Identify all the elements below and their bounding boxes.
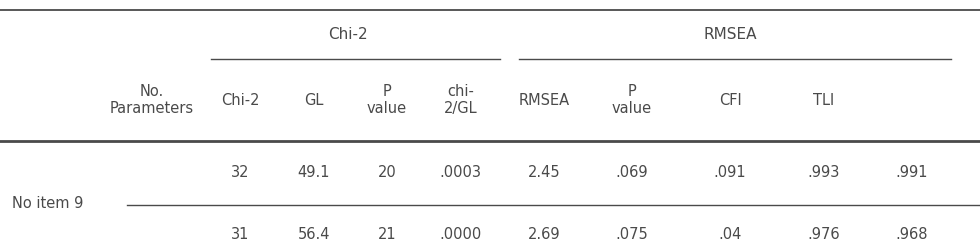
Text: .069: .069 [615, 165, 649, 180]
Text: .04: .04 [718, 227, 742, 242]
Text: .968: .968 [895, 227, 928, 242]
Text: P
value: P value [612, 84, 652, 116]
Text: 20: 20 [377, 165, 397, 180]
Text: .0000: .0000 [439, 227, 482, 242]
Text: RMSEA: RMSEA [704, 27, 757, 42]
Text: .091: .091 [713, 165, 747, 180]
Text: TLI: TLI [812, 93, 834, 107]
Text: GL: GL [304, 93, 323, 107]
Text: CFI: CFI [718, 93, 742, 107]
Text: 21: 21 [377, 227, 397, 242]
Text: No.
Parameters: No. Parameters [110, 84, 194, 116]
Text: .0003: .0003 [440, 165, 481, 180]
Text: 32: 32 [231, 165, 249, 180]
Text: 2.45: 2.45 [527, 165, 561, 180]
Text: 49.1: 49.1 [297, 165, 330, 180]
Text: 31: 31 [231, 227, 249, 242]
Text: .075: .075 [615, 227, 649, 242]
Text: chi-
2/GL: chi- 2/GL [444, 84, 477, 116]
Text: P
value: P value [368, 84, 407, 116]
Text: .993: .993 [807, 165, 840, 180]
Text: No item 9: No item 9 [12, 196, 83, 211]
Text: 56.4: 56.4 [297, 227, 330, 242]
Text: .991: .991 [895, 165, 928, 180]
Text: Chi-2: Chi-2 [328, 27, 368, 42]
Text: Chi-2: Chi-2 [220, 93, 260, 107]
Text: .976: .976 [807, 227, 840, 242]
Text: 2.69: 2.69 [527, 227, 561, 242]
Text: RMSEA: RMSEA [518, 93, 569, 107]
